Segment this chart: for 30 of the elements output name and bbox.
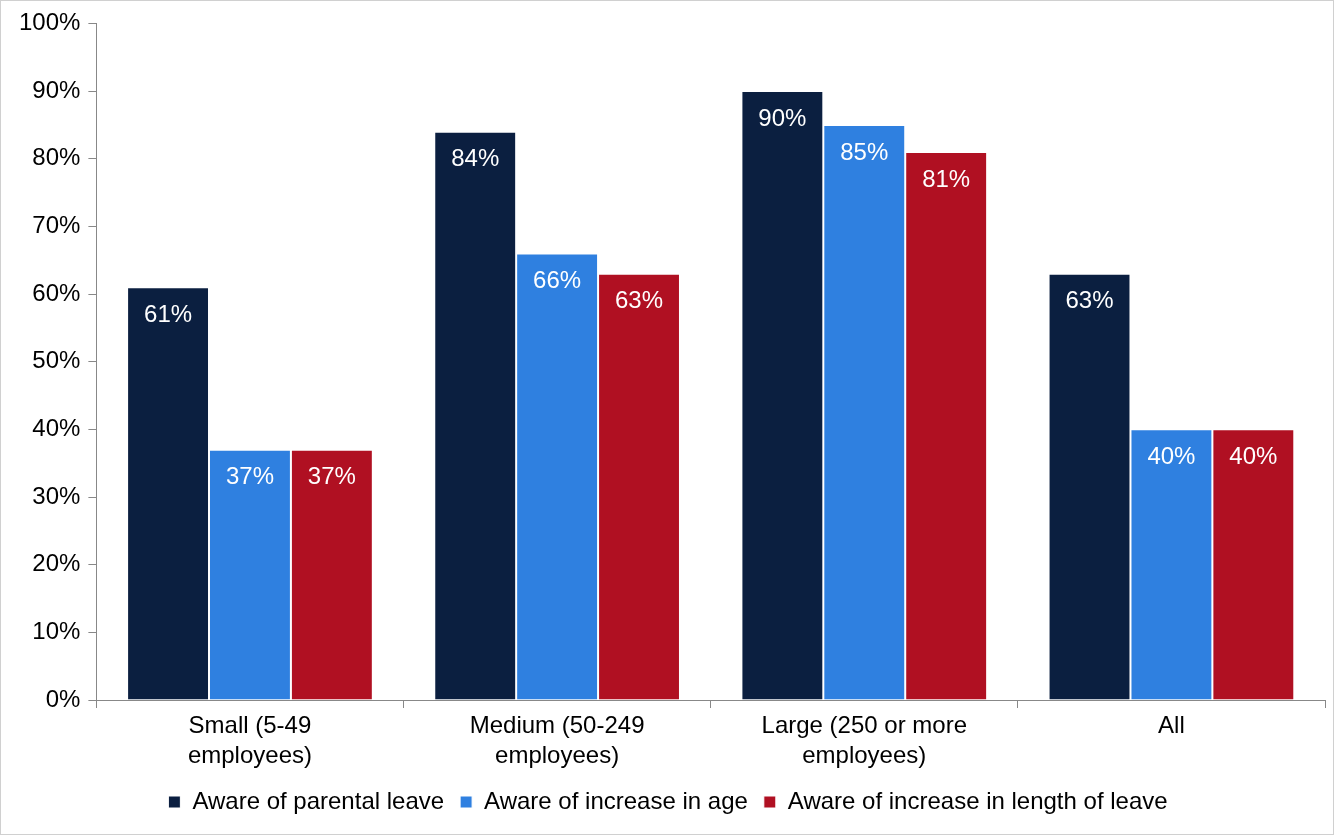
data-label: 37%	[307, 462, 356, 490]
y-tick-label: 30%	[32, 481, 81, 509]
data-label: 84%	[451, 144, 500, 172]
data-label: 81%	[922, 164, 971, 192]
data-label: 40%	[1147, 441, 1196, 469]
data-label: 90%	[758, 103, 807, 131]
y-tick-label: 80%	[32, 143, 81, 171]
data-label: 37%	[225, 462, 274, 490]
x-tick-label: Large (250 or more employees)	[761, 710, 967, 768]
data-label: 66%	[533, 266, 582, 294]
y-tick-label: 70%	[32, 211, 81, 239]
legend-label: Aware of increase in age	[484, 786, 748, 814]
x-tick-label: Small (5-49 employees)	[187, 710, 312, 768]
data-label: 61%	[144, 299, 193, 327]
data-label: 63%	[1065, 286, 1114, 314]
y-tick-label: 0%	[45, 684, 81, 712]
y-tick-label: 90%	[32, 75, 81, 103]
data-label: 85%	[840, 137, 889, 165]
y-tick-label: 100%	[18, 8, 81, 36]
x-tick-label: Medium (50-249 employees)	[469, 710, 645, 768]
data-label: 40%	[1229, 441, 1278, 469]
data-label: 63%	[615, 286, 664, 314]
y-tick-label: 50%	[32, 346, 81, 374]
x-tick-label: All	[1158, 710, 1185, 738]
legend-label: Aware of increase in length of leave	[787, 786, 1168, 814]
y-tick-label: 20%	[32, 549, 81, 577]
y-tick-label: 40%	[32, 413, 81, 441]
y-tick-label: 60%	[32, 278, 81, 306]
legend-label: Aware of parental leave	[192, 786, 445, 814]
y-tick-label: 10%	[32, 616, 81, 644]
